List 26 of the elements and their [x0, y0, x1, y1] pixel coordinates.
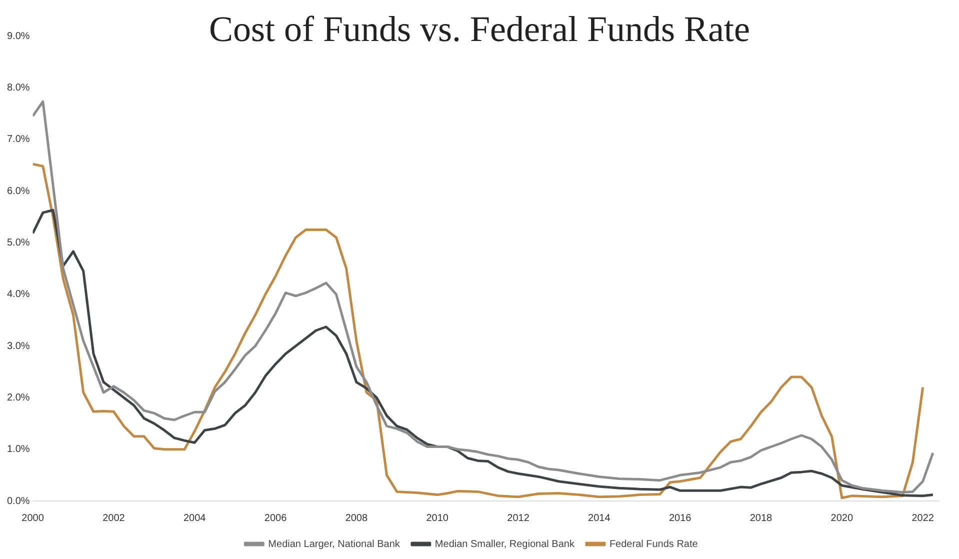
x-tick-label: 2006 [264, 512, 288, 524]
y-tick-label: 4.0% [6, 289, 30, 300]
y-tick-label: 9.0% [6, 30, 30, 42]
x-tick-label: 2008 [345, 512, 368, 524]
x-tick-label: 2000 [22, 512, 44, 524]
x-tick-label: 2012 [507, 512, 530, 524]
x-tick-label: 2016 [668, 512, 692, 524]
y-tick-label: 8.0% [6, 82, 30, 94]
y-tick-label: 0.0% [6, 496, 30, 507]
x-tick-label: 2014 [588, 512, 611, 524]
x-tick-label: 2004 [183, 512, 206, 524]
y-tick-label: 2.0% [6, 392, 30, 404]
y-tick-label: 5.0% [6, 237, 30, 248]
legend-label: Median Larger, National Bank [268, 538, 401, 550]
x-tick-label: 2010 [426, 512, 449, 524]
x-tick-label: 2018 [750, 512, 773, 524]
x-tick-label: 2002 [102, 512, 126, 524]
y-tick-label: 6.0% [6, 186, 30, 197]
x-tick-label: 2022 [912, 512, 934, 524]
y-tick-label: 1.0% [6, 444, 30, 456]
x-tick-label: 2020 [830, 512, 854, 524]
y-tick-label: 3.0% [6, 340, 30, 352]
chart-title: Cost of Funds vs. Federal Funds Rate [208, 9, 750, 49]
y-tick-label: 7.0% [6, 134, 30, 146]
legend-label: Federal Funds Rate [609, 538, 698, 550]
legend-label: Median Smaller, Regional Bank [434, 538, 576, 550]
